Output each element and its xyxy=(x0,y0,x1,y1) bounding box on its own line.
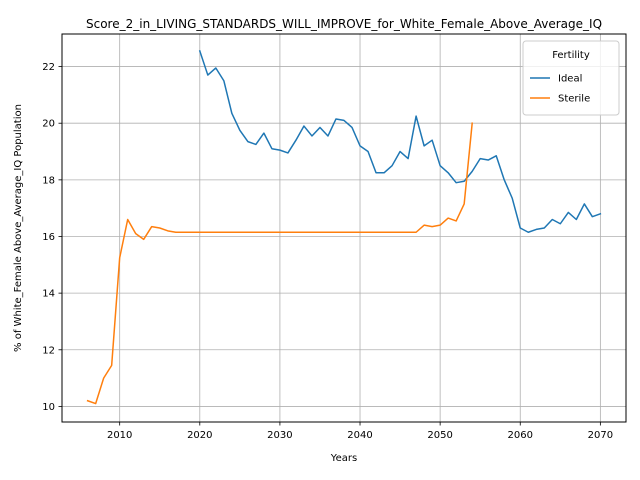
x-tick-label: 2070 xyxy=(588,430,613,441)
x-tick-label: 2050 xyxy=(427,430,452,441)
data-series xyxy=(86,50,602,405)
y-tick-label: 10 xyxy=(42,402,55,413)
y-tick-label: 18 xyxy=(42,175,55,186)
y-tick-label: 12 xyxy=(42,345,55,356)
legend-label-sterile: Sterile xyxy=(558,94,590,105)
y-tick-label: 20 xyxy=(42,119,55,130)
x-tick-label: 2010 xyxy=(107,430,132,441)
legend-title: Fertility xyxy=(552,50,590,61)
legend-label-ideal: Ideal xyxy=(558,74,582,85)
chart-title: Score_2_in_LIVING_STANDARDS_WILL_IMPROVE… xyxy=(86,17,602,31)
grid-lines xyxy=(62,34,626,422)
series-line-sterile xyxy=(86,122,474,405)
legend-entries: Ideal Sterile xyxy=(530,74,590,105)
plot-frame xyxy=(61,33,627,423)
series-line-ideal xyxy=(198,50,602,233)
legend: Fertility Ideal Sterile xyxy=(522,40,620,116)
legend-box xyxy=(522,40,620,116)
x-tick-label: 2040 xyxy=(347,430,372,441)
x-tick-label: 2030 xyxy=(267,430,292,441)
axis-ticks: 2010 2020 2030 2040 2050 2060 2070 10 12 14 16 18 20… xyxy=(42,62,613,441)
y-tick-label: 22 xyxy=(42,62,55,73)
y-axis-label: % of White_Female Above_Average_IQ Popul… xyxy=(13,104,24,352)
x-tick-label: 2060 xyxy=(508,430,533,441)
y-tick-label: 14 xyxy=(42,289,55,300)
x-axis-label: Years xyxy=(330,453,357,464)
x-tick-label: 2020 xyxy=(187,430,212,441)
y-tick-label: 16 xyxy=(42,232,55,243)
